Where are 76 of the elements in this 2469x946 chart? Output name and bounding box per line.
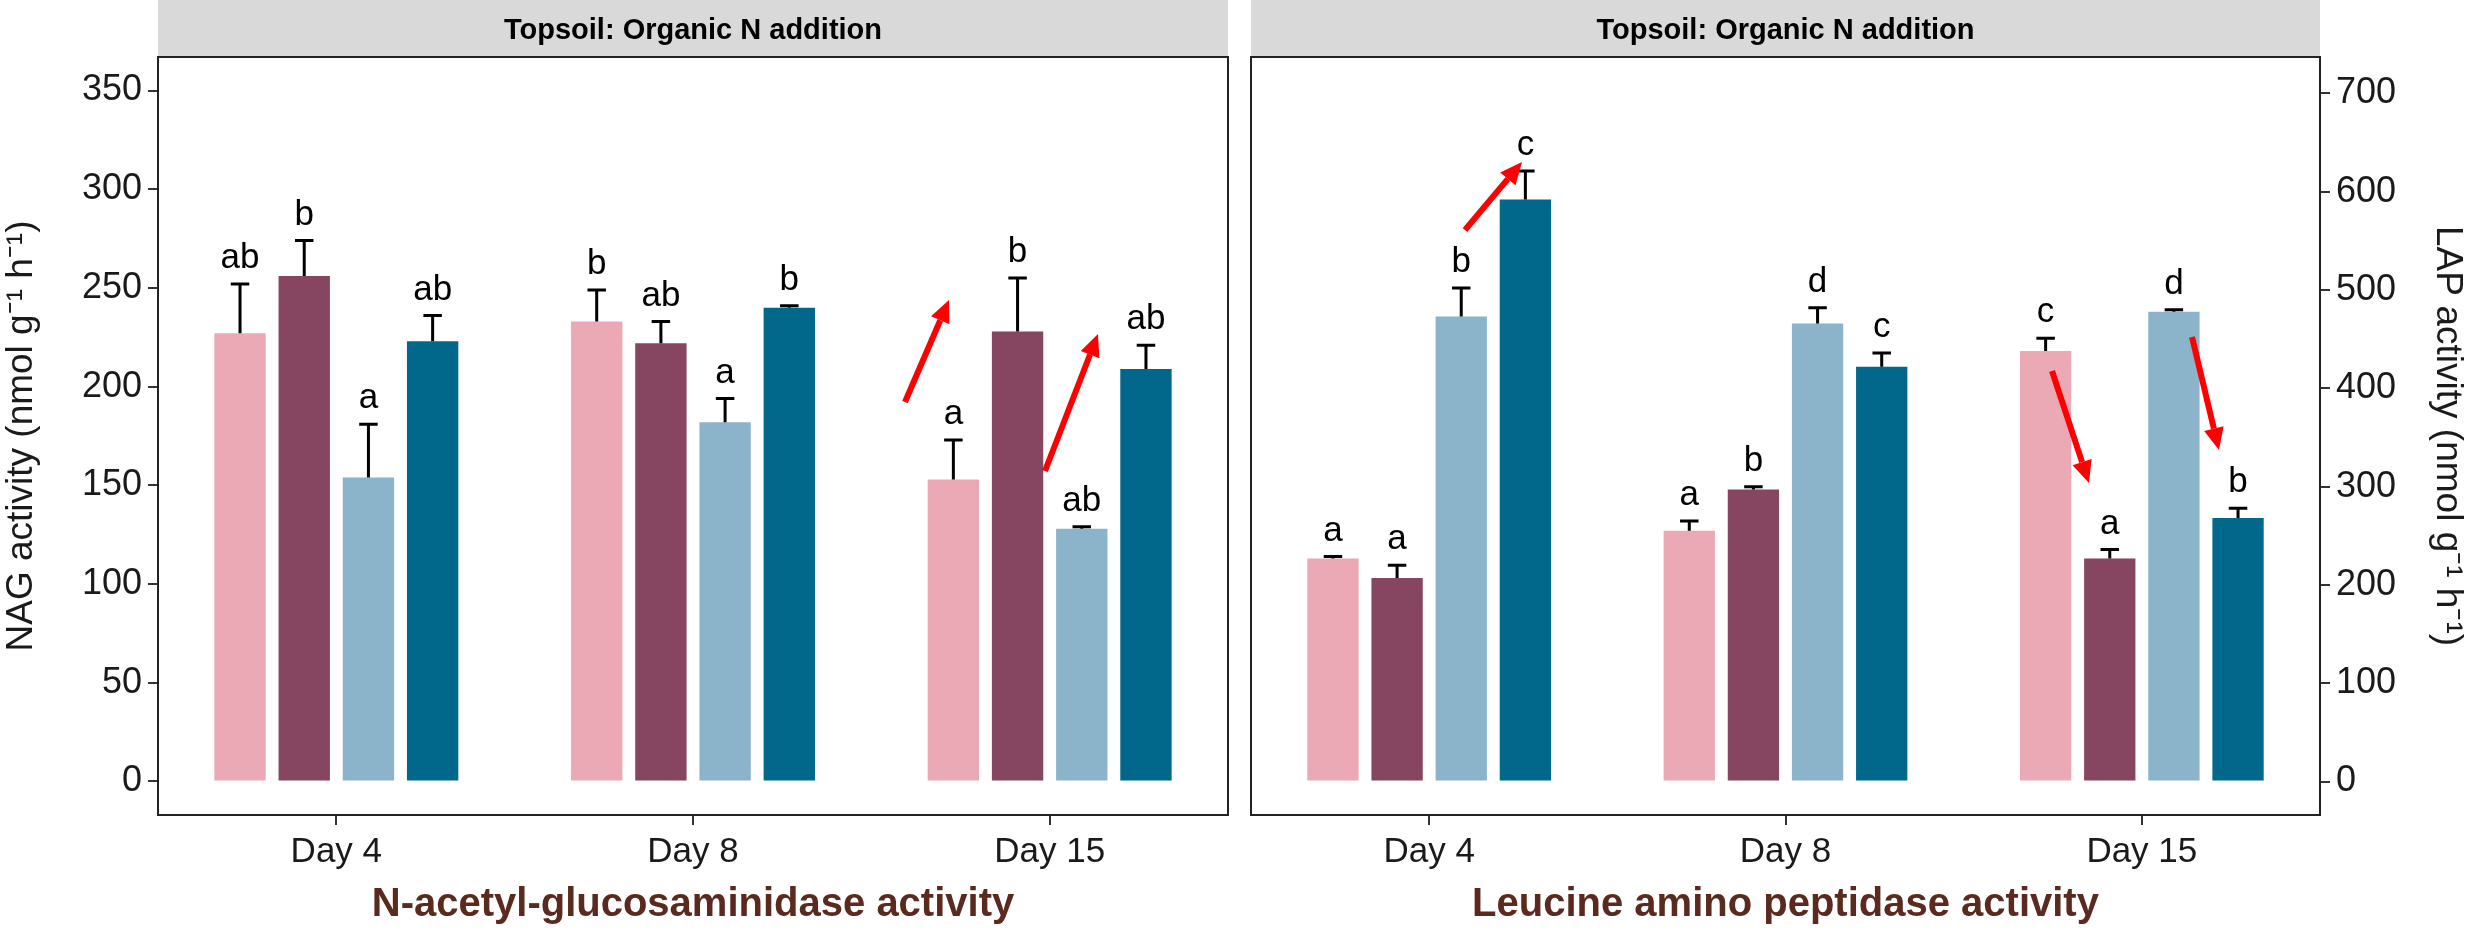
data-label: a — [943, 392, 964, 432]
data-label: a — [1679, 473, 1700, 513]
data-label: a — [2100, 501, 2121, 541]
y2-tick-label: 400 — [2336, 365, 2397, 407]
bar — [1727, 489, 1780, 781]
data-label: b — [1743, 438, 1764, 478]
data-label: b — [2228, 460, 2248, 500]
data-label: c — [1516, 123, 1535, 163]
bar — [2148, 311, 2200, 781]
text: N-acetyl-glucosaminidase activity — [371, 880, 1015, 925]
x-tick-label: Day 15 — [994, 829, 1106, 869]
y2-tick-label: 200 — [2336, 561, 2397, 603]
data-label: c — [2036, 290, 2055, 330]
y2-tick-label: 500 — [2336, 266, 2397, 308]
bar — [1307, 558, 1359, 781]
data-label: a — [1387, 517, 1408, 557]
y-tick-label: 250 — [81, 264, 142, 306]
data-label: a — [1323, 508, 1344, 548]
chart-title: Topsoil: Organic N addition — [503, 12, 883, 45]
y-tick-label: 200 — [81, 363, 142, 405]
y2-axis-title: LAP activity (nmol g⁻¹ h⁻¹) — [2428, 225, 2469, 647]
chart-title: Topsoil: Organic N addition — [1596, 12, 1975, 45]
bar — [2084, 558, 2136, 781]
text: Leucine amino peptidase activity — [1472, 880, 2100, 925]
data-label: d — [2164, 261, 2184, 301]
x-tick-label: Day 8 — [647, 829, 739, 869]
data-label: ab — [1126, 297, 1166, 337]
data-label: a — [715, 350, 736, 390]
y-tick-label: 300 — [81, 166, 142, 208]
y-tick-label: 50 — [101, 659, 142, 701]
y2-tick-label: 100 — [2336, 660, 2397, 702]
bar — [1499, 199, 1552, 781]
bar — [763, 307, 815, 781]
bar — [2212, 518, 2264, 781]
bar — [1791, 323, 1844, 781]
data-label: ab — [641, 273, 681, 313]
data-label: b — [1007, 230, 1028, 270]
bar — [1120, 368, 1172, 781]
bar — [2019, 350, 2072, 781]
bar — [1371, 578, 1423, 781]
bar — [991, 331, 1044, 781]
bar — [1435, 316, 1487, 781]
x-tick-label: Day 8 — [1739, 829, 1832, 869]
x-tick-label: Day 15 — [2086, 829, 2198, 869]
bar — [1856, 366, 1908, 781]
bar — [927, 479, 980, 781]
y2-tick-label: 600 — [2336, 168, 2397, 210]
data-label: a — [358, 376, 379, 416]
y-tick-label: 150 — [81, 462, 142, 504]
data-label: b — [586, 242, 607, 282]
bar — [278, 276, 330, 781]
data-label: b — [779, 257, 800, 297]
y-axis-title: NAG activity (nmol g⁻¹ h⁻¹) — [0, 220, 41, 652]
data-label: b — [294, 192, 314, 232]
bar — [214, 333, 266, 781]
data-label: ab — [1062, 478, 1102, 518]
data-label: d — [1807, 259, 1828, 299]
bar — [1056, 528, 1108, 781]
y2-tick-label: 0 — [2336, 758, 2357, 800]
bar — [342, 477, 395, 781]
data-label: c — [1872, 305, 1891, 345]
x-tick-label: Day 4 — [290, 829, 383, 869]
data-label: ab — [220, 236, 260, 276]
data-label: b — [1451, 240, 1471, 280]
y-tick-label: 100 — [81, 560, 142, 602]
y2-tick-label: 300 — [2336, 463, 2397, 505]
data-label: ab — [413, 267, 453, 307]
bar — [1663, 530, 1715, 781]
x-tick-label: Day 4 — [1383, 829, 1475, 869]
bar — [406, 341, 459, 781]
y-tick-label: 0 — [121, 758, 142, 800]
y2-tick-label: 700 — [2336, 70, 2397, 112]
y-tick-label: 350 — [81, 67, 142, 109]
bar — [699, 422, 751, 781]
bar — [571, 321, 623, 781]
bar — [635, 343, 687, 781]
